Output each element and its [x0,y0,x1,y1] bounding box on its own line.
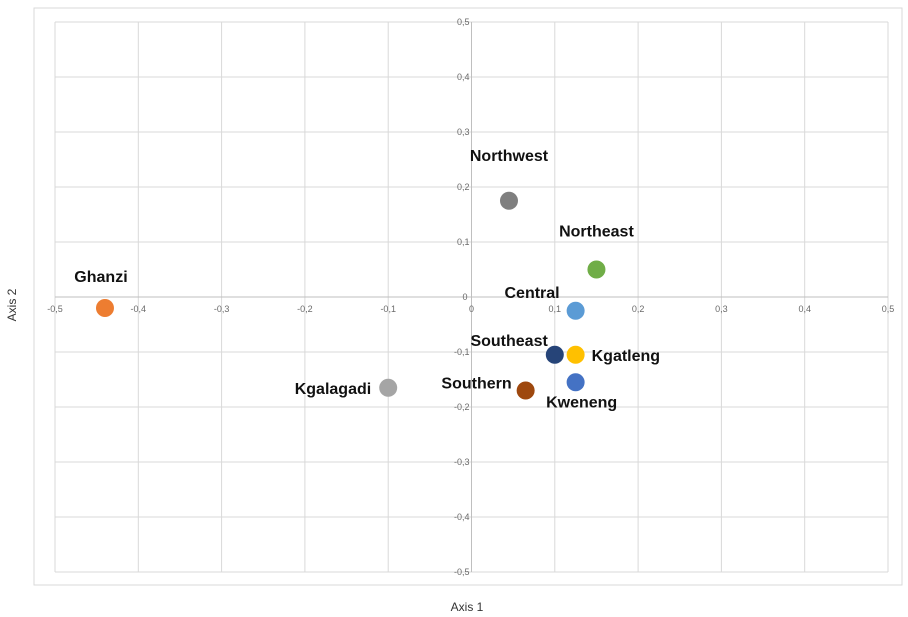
zero-axes [55,22,888,572]
y-tick-label: -0,5 [454,567,470,577]
y-axis-title: Axis 2 [5,288,19,321]
point-label-northeast: Northeast [559,224,634,241]
data-points [95,191,606,400]
y-tick-label: -0,3 [454,457,470,467]
point-label-kweneng: Kweneng [546,394,617,411]
x-tick-label: 0,1 [549,304,562,314]
y-tick-label: 0,4 [457,72,470,82]
x-tick-label: 0,2 [632,304,645,314]
y-tick-label: 0,3 [457,127,470,137]
data-point-northeast [587,260,606,279]
y-tick-label: 0,1 [457,237,470,247]
data-point-kgalagadi [379,378,398,397]
y-tick-label: -0,4 [454,512,470,522]
point-labels: Northwest Northeast Ghanzi Central Southeast… [74,148,660,412]
point-label-northwest: Northwest [470,148,549,165]
y-tick-label: -0,1 [454,347,470,357]
y-tick-label: -0,2 [454,402,470,412]
x-tick-label: -0,3 [214,304,230,314]
x-tick-label: 0,4 [798,304,811,314]
point-label-kgalagadi: Kgalagadi [295,381,371,398]
point-label-southern: Southern [441,376,511,393]
x-tick-label: -0,5 [47,304,63,314]
data-point-ghanzi [95,299,114,317]
y-tick-label: 0,2 [457,182,470,192]
data-point-southeast [545,345,564,364]
data-point-southern [516,381,535,400]
data-point-kweneng [566,373,585,392]
y-tick-labels: 0,5 0,4 0,3 0,2 0,1 0 -0,1 -0,2 -0,3 -0,4 -0,5 [454,17,470,577]
data-point-kgatleng [566,345,585,364]
data-point-central [566,301,585,320]
point-label-southeast: Southeast [470,333,548,350]
point-label-ghanzi: Ghanzi [74,269,127,286]
x-tick-labels: -0,5 -0,4 -0,3 -0,2 -0,1 0 0,1 0,2 0,3 0,4 0,5 [47,304,894,314]
x-tick-label: 0 [469,304,474,314]
point-label-kgatleng: Kgatleng [592,348,660,365]
x-tick-label: -0,1 [380,304,396,314]
point-label-central: Central [505,285,560,302]
x-tick-label: 0,5 [882,304,895,314]
x-tick-label: -0,2 [297,304,313,314]
x-tick-label: 0,3 [715,304,728,314]
y-tick-label: 0,5 [457,17,470,27]
y-tick-label: 0 [462,292,467,302]
x-axis-title: Axis 1 [451,600,484,614]
data-point-northwest [499,191,518,210]
x-tick-label: -0,4 [131,304,147,314]
